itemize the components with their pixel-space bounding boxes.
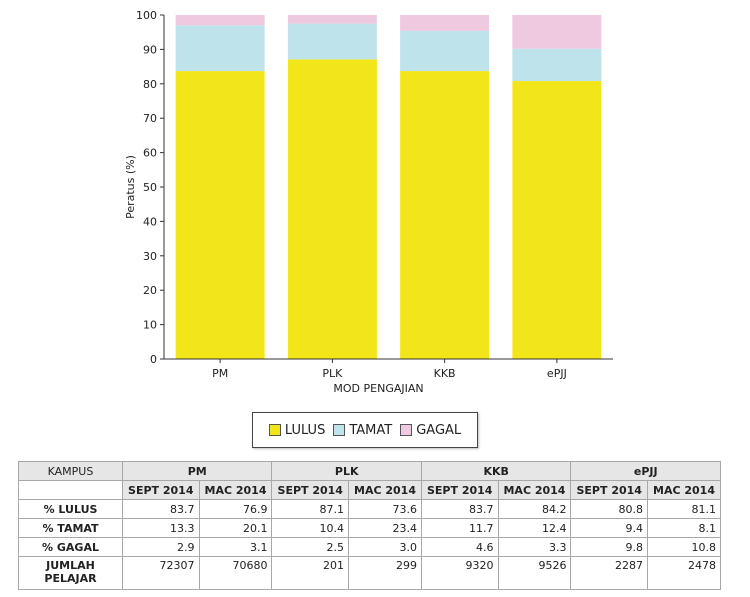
table-cell: 20.1 [198, 518, 273, 538]
x-tick-label: ePJJ [547, 367, 567, 380]
axes-layer: PM PLK KKB ePJJ 0 10 20 30 40 50 60 70 80 90 100 [136, 9, 613, 380]
table-cell: 73.6 [348, 499, 422, 519]
subheader-cell: SEPT 2014 [271, 480, 350, 500]
y-tick-label: 80 [143, 78, 157, 91]
table-cell: 10.8 [646, 537, 722, 557]
legend-item-gagal[interactable]: GAGAL [400, 423, 461, 438]
y-tick-label: 90 [143, 43, 157, 56]
table-cell: 3.1 [198, 537, 273, 557]
y-tick-label: 50 [143, 181, 157, 194]
results-table: KAMPUS PM PLK KKB ePJJ SEPT 2014 MAC 201… [18, 461, 722, 590]
x-axis-title: MOD PENGAJIAN [333, 382, 423, 395]
table-cell: 3.0 [348, 537, 422, 557]
bars-layer [175, 15, 602, 360]
y-tick-label: 0 [150, 353, 157, 366]
table-subheader-row: SEPT 2014 MAC 2014 SEPT 2014 MAC 2014 SE… [18, 480, 722, 500]
table-cell: 12.4 [497, 518, 572, 538]
table-cell: 201 [271, 556, 350, 590]
row-label: JUMLAH PELAJAR [18, 556, 123, 590]
table-cell: 2287 [570, 556, 648, 590]
y-tick-label: 10 [143, 319, 157, 332]
table-cell: 23.4 [348, 518, 422, 538]
y-tick-label: 70 [143, 112, 157, 125]
x-tick-label: KKB [434, 367, 456, 380]
table-cell: 2.5 [271, 537, 350, 557]
table-row-lulus: % LULUS 83.7 76.9 87.1 73.6 83.7 84.2 80… [18, 499, 722, 519]
table-row-gagal: % GAGAL 2.9 3.1 2.5 3.0 4.6 3.3 9.8 10.8 [18, 537, 722, 557]
table-cell: 2.9 [122, 537, 200, 557]
y-tick-label: 30 [143, 250, 157, 263]
bar-lulus-plk[interactable] [287, 59, 377, 359]
table-cell: 9320 [420, 556, 499, 590]
bar-gagal-kkb[interactable] [400, 15, 490, 31]
table-cell: 3.3 [497, 537, 572, 557]
table-cell: 10.4 [271, 518, 350, 538]
table-cell: 4.6 [420, 537, 499, 557]
subheader-cell: MAC 2014 [497, 480, 572, 500]
table-cell: 81.1 [646, 499, 722, 519]
legend-swatch-gagal [400, 424, 413, 436]
legend-label-tamat: TAMAT [349, 422, 393, 438]
y-tick-label: 100 [136, 9, 157, 22]
bar-tamat-kkb[interactable] [400, 30, 490, 72]
table-cell: 70680 [198, 556, 273, 590]
group-header-epjj: ePJJ [570, 461, 721, 481]
table-cell: 2478 [646, 556, 722, 590]
legend-item-lulus[interactable]: LULUS [268, 422, 326, 438]
row-label: % TAMAT [18, 518, 123, 538]
table-cell: 8.1 [646, 518, 722, 538]
stacked-bar-chart: PM PLK KKB ePJJ 0 10 20 30 40 50 60 70 80 90 100 Perat… [124, 9, 613, 395]
x-tick-label: PLK [322, 367, 343, 380]
table-cell: 299 [348, 556, 422, 590]
subheader-cell: MAC 2014 [646, 480, 722, 500]
table-cell: 84.2 [497, 499, 572, 519]
bar-lulus-kkb[interactable] [400, 71, 490, 360]
bar-gagal-plk[interactable] [287, 15, 377, 24]
subheader-cell: SEPT 2014 [570, 480, 648, 500]
subheader-cell: MAC 2014 [348, 480, 422, 500]
bar-gagal-epjj[interactable] [512, 15, 602, 49]
legend-item-tamat[interactable]: TAMAT [333, 423, 392, 438]
subheader-blank [18, 480, 123, 500]
table-row-tamat: % TAMAT 13.3 20.1 10.4 23.4 11.7 12.4 9.… [18, 518, 722, 538]
y-axis-title: Peratus (%) [124, 155, 137, 219]
legend-swatch-lulus [268, 424, 281, 436]
group-header-plk: PLK [271, 461, 422, 481]
y-tick-label: 20 [143, 284, 157, 297]
bar-gagal-pm[interactable] [175, 15, 265, 26]
table-cell: 11.7 [420, 518, 499, 538]
group-header-kkb: KKB [420, 461, 572, 481]
table-cell: 83.7 [122, 499, 200, 519]
x-tick-label: PM [212, 367, 228, 380]
table-cell: 13.3 [122, 518, 200, 538]
table-group-header-row: KAMPUS PM PLK KKB ePJJ [18, 461, 721, 481]
table-cell: 80.8 [570, 499, 648, 519]
legend-label-lulus: LULUS [284, 422, 326, 438]
y-tick-label: 60 [143, 147, 157, 160]
group-header-pm: PM [121, 461, 273, 481]
table-cell: 72307 [122, 556, 200, 590]
chart-legend: LULUS TAMAT GAGAL [252, 412, 478, 448]
table-cell: 9.4 [570, 518, 648, 538]
bar-tamat-plk[interactable] [287, 23, 377, 60]
legend-label-gagal: GAGAL [416, 422, 462, 438]
y-tick-label: 40 [143, 215, 157, 228]
table-cell: 87.1 [271, 499, 350, 519]
table-row-jumlah-pelajar: JUMLAH PELAJAR 72307 70680 201 299 9320 … [18, 556, 722, 590]
subheader-cell: MAC 2014 [198, 480, 273, 500]
bar-lulus-epjj[interactable] [512, 81, 602, 359]
table-cell: 83.7 [420, 499, 499, 519]
bar-tamat-epjj[interactable] [512, 48, 602, 82]
kampus-header: KAMPUS [18, 461, 123, 481]
row-label: % LULUS [18, 499, 123, 519]
bar-lulus-pm[interactable] [175, 71, 265, 360]
bar-tamat-pm[interactable] [175, 25, 265, 72]
subheader-cell: SEPT 2014 [122, 480, 200, 500]
subheader-cell: SEPT 2014 [420, 480, 499, 500]
table-cell: 9.8 [570, 537, 648, 557]
table-cell: 9526 [497, 556, 572, 590]
table-cell: 76.9 [198, 499, 273, 519]
row-label: % GAGAL [18, 537, 123, 557]
legend-swatch-tamat [333, 424, 346, 436]
